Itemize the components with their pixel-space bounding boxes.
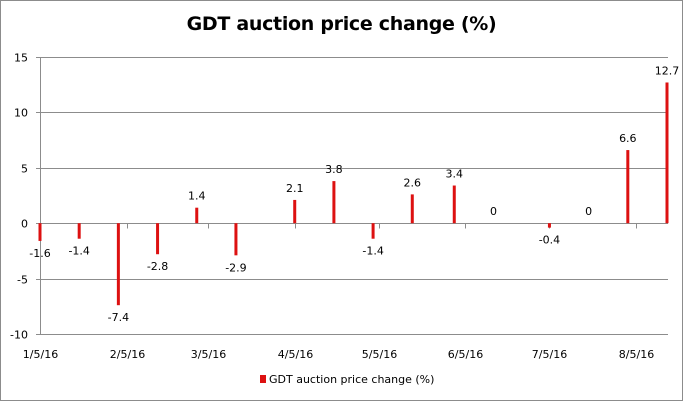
x-tick-label: 2/5/16 xyxy=(110,348,145,361)
x-tick-label: 4/5/16 xyxy=(278,348,313,361)
data-label: -1.4 xyxy=(68,245,89,258)
data-labels: -1.6 -1.4 -7.4 -2.8 1.4 -2.9 2.1 3.8 -1.4 2.6 3.4 0… xyxy=(29,64,679,324)
data-label: 2.1 xyxy=(286,182,304,195)
bar xyxy=(195,207,199,224)
bar xyxy=(410,194,414,224)
bar xyxy=(156,223,160,255)
bar xyxy=(234,223,238,256)
y-tick-label: 0 xyxy=(21,218,28,231)
bar xyxy=(293,199,297,224)
data-label: -1.4 xyxy=(362,245,383,258)
data-label: 0 xyxy=(490,205,497,218)
bar xyxy=(547,223,551,228)
x-tick-label: 1/5/16 xyxy=(23,348,58,361)
legend-label: GDT auction price change (%) xyxy=(269,373,434,386)
data-label: -2.9 xyxy=(225,261,246,274)
x-tick-label: 3/5/16 xyxy=(191,348,226,361)
bar xyxy=(77,223,81,239)
data-label: -1.6 xyxy=(29,247,50,260)
bar xyxy=(38,223,42,241)
bars xyxy=(38,82,669,306)
x-tick-label: 5/5/16 xyxy=(362,348,397,361)
data-label: 3.4 xyxy=(446,168,464,181)
gridlines xyxy=(36,57,668,335)
bar xyxy=(452,185,456,224)
data-label: 6.6 xyxy=(619,132,637,145)
data-label: 12.7 xyxy=(655,64,680,77)
data-label: -0.4 xyxy=(539,234,560,247)
x-tick-label: 6/5/16 xyxy=(448,348,483,361)
legend-swatch xyxy=(260,375,266,383)
y-tick-label: -5 xyxy=(17,274,28,287)
bar xyxy=(626,150,630,224)
axes: 15 10 5 0 -5 -10 1/5/16 2/5/16 3/5/16 4/5/16 5/5/1… xyxy=(10,52,654,362)
y-tick-label: -10 xyxy=(10,329,28,342)
data-label: -7.4 xyxy=(108,311,129,324)
y-tick-label: 5 xyxy=(21,163,28,176)
y-tick-label: 15 xyxy=(14,52,28,65)
data-label: 3.8 xyxy=(325,163,343,176)
x-tick-label: 7/5/16 xyxy=(532,348,567,361)
bar xyxy=(371,223,375,239)
bar xyxy=(332,181,336,224)
y-tick-label: 10 xyxy=(14,107,28,120)
x-tick-label: 8/5/16 xyxy=(619,348,654,361)
data-label: 0 xyxy=(585,205,592,218)
data-label: -2.8 xyxy=(147,260,168,273)
legend: GDT auction price change (%) xyxy=(260,373,434,386)
bar xyxy=(116,223,120,306)
data-label: 2.6 xyxy=(404,176,422,189)
bar xyxy=(665,82,669,224)
data-label: 1.4 xyxy=(188,190,206,203)
chart-title: GDT auction price change (%) xyxy=(186,13,497,35)
